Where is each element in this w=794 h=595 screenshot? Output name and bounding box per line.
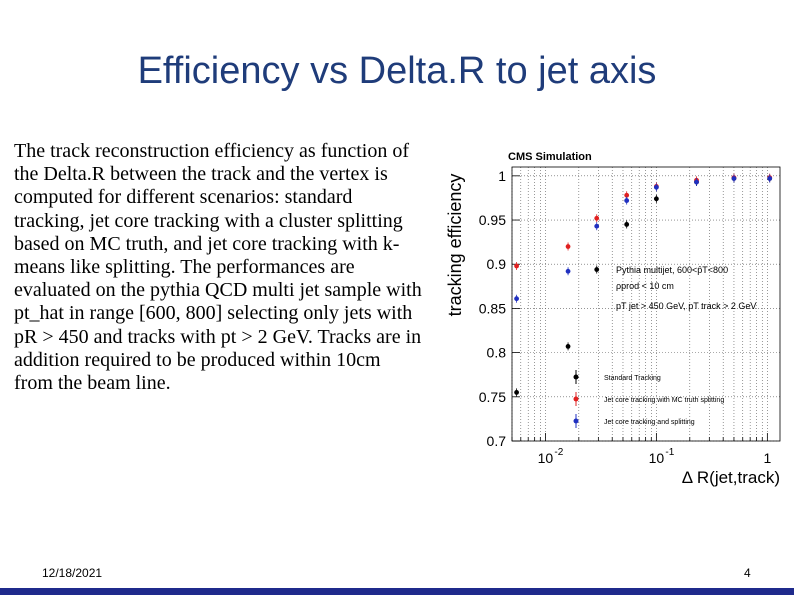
chart-header: CMS Simulation xyxy=(508,151,592,163)
y-ticks: 0.7 0.75 0.8 0.85 0.9 0.95 1 xyxy=(479,168,520,449)
data-points xyxy=(514,173,773,397)
annotation-box: Pythia multijet, 600<p̂T<800 ρprod < 10 … xyxy=(616,265,756,311)
legend-dot-mc-truth xyxy=(573,396,579,402)
x-tick-exponent-1: -1 xyxy=(665,447,674,458)
legend-dot-standard xyxy=(573,374,579,380)
point-s2-1 xyxy=(565,268,571,274)
y-tick-label-1: 0.75 xyxy=(479,389,506,405)
x-tick-label-2: 1 xyxy=(763,450,771,466)
point-s1-0 xyxy=(514,263,519,269)
point-s1-1 xyxy=(565,244,571,249)
point-s1-2 xyxy=(594,215,600,221)
legend-label-splitting: Jet core tracking and splitting xyxy=(604,419,695,426)
y-tick-label-6: 1 xyxy=(498,168,506,184)
point-s0-2 xyxy=(594,267,600,272)
point-s2-4 xyxy=(653,184,659,190)
legend-label-mc-truth: Jet core tracking with MC truth splittin… xyxy=(604,397,724,404)
point-s1-3 xyxy=(624,192,630,198)
footer-bar xyxy=(0,588,794,595)
point-s2-6 xyxy=(731,176,737,181)
footer-date: 12/18/2021 xyxy=(42,566,103,580)
legend: Standard Tracking Jet core tracking with… xyxy=(573,370,724,428)
point-s2-7 xyxy=(767,176,773,181)
point-s2-5 xyxy=(694,179,699,185)
annotation-line-1: Pythia multijet, 600<p̂T<800 xyxy=(616,265,728,275)
legend-dot-splitting xyxy=(573,418,579,424)
point-s0-3 xyxy=(624,222,630,227)
y-tick-label-4: 0.9 xyxy=(487,256,507,272)
point-s2-3 xyxy=(624,198,630,203)
y-tick-label-5: 0.95 xyxy=(479,212,506,228)
x-tick-label-1: 10 xyxy=(649,450,665,466)
legend-label-standard: Standard Tracking xyxy=(604,375,661,382)
point-s2-0 xyxy=(514,296,519,302)
point-s2-2 xyxy=(594,223,600,229)
y-tick-label-0: 0.7 xyxy=(487,433,507,449)
point-s0-0 xyxy=(514,389,519,395)
chart-grid xyxy=(511,167,780,442)
y-axis-label: tracking efficiency xyxy=(445,174,465,317)
slide-title: Efficiency vs Delta.R to jet axis xyxy=(137,50,657,92)
x-ticks: 10 -2 10 -1 1 xyxy=(511,433,771,466)
x-tick-exponent-0: -2 xyxy=(554,447,563,458)
slide-body-text: The track reconstruction efficiency as f… xyxy=(14,140,422,395)
annotation-line-2: ρprod < 10 cm xyxy=(616,281,674,291)
x-tick-label-0: 10 xyxy=(538,450,554,466)
y-tick-label-2: 0.8 xyxy=(487,345,507,361)
annotation-line-3: pT jet > 450 GeV, pT track > 2 GeV xyxy=(616,301,756,311)
point-s0-4 xyxy=(653,196,659,202)
point-s0-1 xyxy=(565,344,571,349)
y-tick-label-3: 0.85 xyxy=(479,300,506,316)
x-axis-label: Δ R(jet,track) xyxy=(682,468,780,487)
page-number: 4 xyxy=(744,566,751,580)
efficiency-chart: CMS Simulation tracking efficiency Δ R(j… xyxy=(445,151,781,487)
